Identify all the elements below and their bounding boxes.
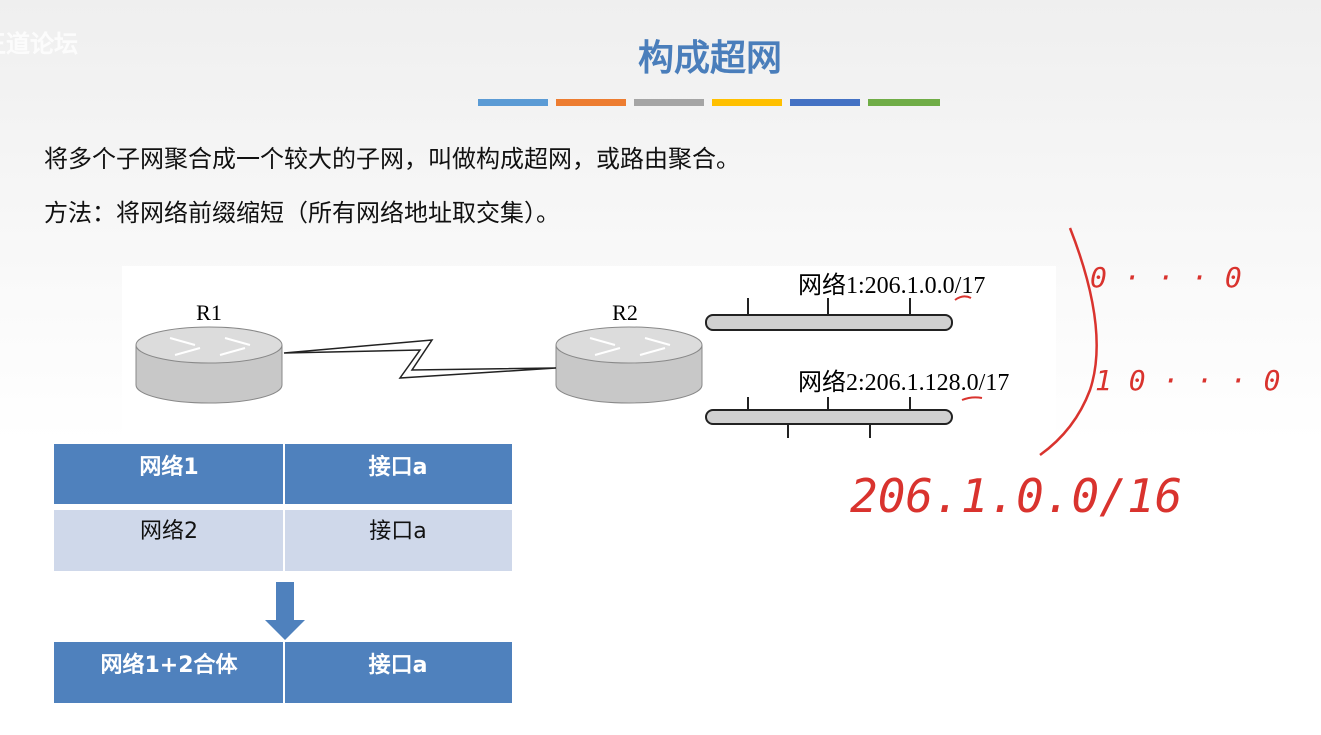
table-cell: 接口a (369, 653, 428, 678)
watermark: 王道论坛 (0, 30, 78, 58)
network-label: 网络1:206.1.0.0/17 (798, 272, 985, 299)
table-cell: 接口a (369, 519, 426, 544)
table-cell: 网络1+2合体 (100, 652, 238, 678)
table-cell: 网络2 (140, 519, 198, 544)
annotation: 0 · · · 0 (1090, 261, 1242, 294)
table-cell: 接口a (369, 455, 428, 480)
slide-title: 构成超网 (638, 38, 782, 79)
down-arrow (265, 582, 305, 640)
router-label: R2 (612, 300, 638, 325)
table-cell: 网络1 (139, 454, 198, 480)
handwriting: 0 · · · 0 1 0 · · · 0 206.1.0.0/16 (850, 227, 1280, 523)
paragraph: 将多个子网聚合成一个较大的子网，叫做构成超网，或路由聚合。 (44, 145, 740, 173)
network-label: 网络2:206.1.128.0/17 (798, 369, 1009, 396)
routing-table: 网络1 接口a 网络2 接口a 网络1+2合体 接口a (54, 444, 512, 703)
router-label: R1 (196, 300, 222, 325)
title-underline (478, 99, 940, 106)
network-diagram: R1 R2 网络1:206.1.0.0/17 网络2:206.1.128.0/1… (122, 266, 1056, 440)
annotation: 206.1.0.0/16 (850, 469, 1182, 523)
annotation: 1 0 · · · 0 (1095, 364, 1280, 397)
paragraph: 方法：将网络前缀缩短（所有网络地址取交集）。 (44, 199, 560, 227)
